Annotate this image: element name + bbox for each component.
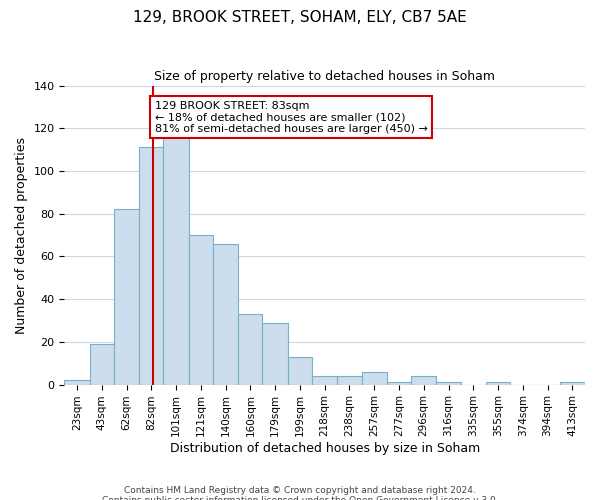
Bar: [436, 382, 461, 384]
Bar: [114, 210, 139, 384]
Bar: [312, 376, 337, 384]
Bar: [486, 382, 510, 384]
Bar: [387, 382, 411, 384]
Bar: [560, 382, 585, 384]
Title: Size of property relative to detached houses in Soham: Size of property relative to detached ho…: [154, 70, 495, 83]
X-axis label: Distribution of detached houses by size in Soham: Distribution of detached houses by size …: [170, 442, 480, 455]
Text: 129, BROOK STREET, SOHAM, ELY, CB7 5AE: 129, BROOK STREET, SOHAM, ELY, CB7 5AE: [133, 10, 467, 25]
Bar: [139, 148, 163, 384]
Bar: [90, 344, 114, 385]
Bar: [213, 244, 238, 384]
Text: 129 BROOK STREET: 83sqm
← 18% of detached houses are smaller (102)
81% of semi-d: 129 BROOK STREET: 83sqm ← 18% of detache…: [155, 100, 427, 134]
Text: Contains HM Land Registry data © Crown copyright and database right 2024.: Contains HM Land Registry data © Crown c…: [124, 486, 476, 495]
Bar: [411, 376, 436, 384]
Y-axis label: Number of detached properties: Number of detached properties: [15, 136, 28, 334]
Bar: [337, 376, 362, 384]
Bar: [288, 357, 312, 384]
Bar: [262, 322, 288, 384]
Bar: [189, 235, 213, 384]
Text: Contains public sector information licensed under the Open Government Licence v : Contains public sector information licen…: [101, 496, 499, 500]
Bar: [64, 380, 90, 384]
Bar: [163, 98, 189, 385]
Bar: [362, 372, 387, 384]
Bar: [238, 314, 262, 384]
